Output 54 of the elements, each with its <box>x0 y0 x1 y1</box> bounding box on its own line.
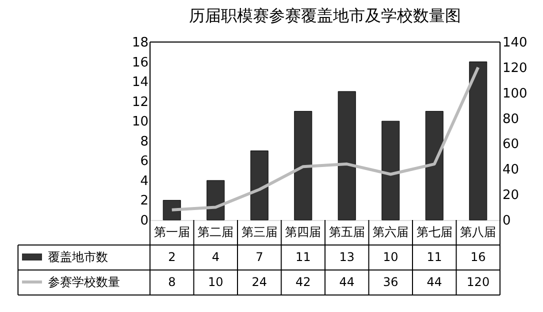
x-tick-label: 第二届 <box>198 225 234 239</box>
x-tick-label: 第一届 <box>154 225 190 239</box>
y2-tick-label: 40 <box>502 162 520 178</box>
data-label: 16 <box>470 250 486 264</box>
y2-tick-label: 0 <box>502 214 511 228</box>
data-label: 10 <box>208 275 224 289</box>
data-label: 11 <box>295 250 311 264</box>
bar <box>382 120 400 220</box>
bar <box>162 200 181 220</box>
y-tick-label: 14 <box>132 75 148 90</box>
y-tick-label: 6 <box>140 154 148 170</box>
y-tick-label: 16 <box>132 55 148 70</box>
y-tick-label: 12 <box>132 94 148 110</box>
data-label: 44 <box>339 275 355 289</box>
y-tick-label: 18 <box>132 36 148 50</box>
legend-label: 覆盖地市数 <box>48 250 108 264</box>
chart-title: 历届职模赛参赛覆盖地市及学校数量图 <box>189 6 461 25</box>
data-label: 8 <box>168 275 176 289</box>
data-label: 42 <box>295 275 311 289</box>
y-tick-label: 10 <box>132 114 148 130</box>
bar <box>294 110 312 220</box>
data-label: 13 <box>339 250 355 264</box>
legend-label: 参赛学校数量 <box>48 275 120 289</box>
data-label: 4 <box>212 250 220 264</box>
data-label: 36 <box>382 275 398 289</box>
line-series <box>170 66 480 212</box>
x-tick-label: 第三届 <box>241 225 278 239</box>
x-tick-label: 第六届 <box>372 225 409 239</box>
data-label: 7 <box>256 250 264 264</box>
y2-tick-label: 20 <box>502 188 520 204</box>
y2-tick-label: 120 <box>502 60 528 76</box>
data-label: 44 <box>426 275 442 289</box>
bar <box>250 150 268 220</box>
y2-tick-label: 140 <box>502 36 528 50</box>
data-label: 24 <box>252 275 268 289</box>
y2-tick-label: 60 <box>502 137 520 152</box>
data-label: 10 <box>382 250 398 264</box>
y-tick-label: 4 <box>140 174 148 189</box>
y2-tick-label: 80 <box>502 112 520 127</box>
y-tick-label: 0 <box>140 214 148 228</box>
x-tick-label: 第四届 <box>285 225 322 239</box>
x-tick-label: 第五届 <box>328 225 365 239</box>
bar <box>206 180 225 220</box>
bar <box>338 91 356 220</box>
x-tick-label: 第七届 <box>416 225 452 239</box>
x-tick-label: 第八届 <box>460 225 496 239</box>
bar <box>425 110 444 220</box>
data-label: 11 <box>426 250 442 264</box>
y-tick-label: 8 <box>140 134 148 150</box>
y-tick-label: 2 <box>140 194 148 209</box>
y2-tick-label: 100 <box>502 86 528 102</box>
data-label: 2 <box>168 250 176 264</box>
bar <box>469 62 488 220</box>
data-label: 120 <box>466 275 490 289</box>
